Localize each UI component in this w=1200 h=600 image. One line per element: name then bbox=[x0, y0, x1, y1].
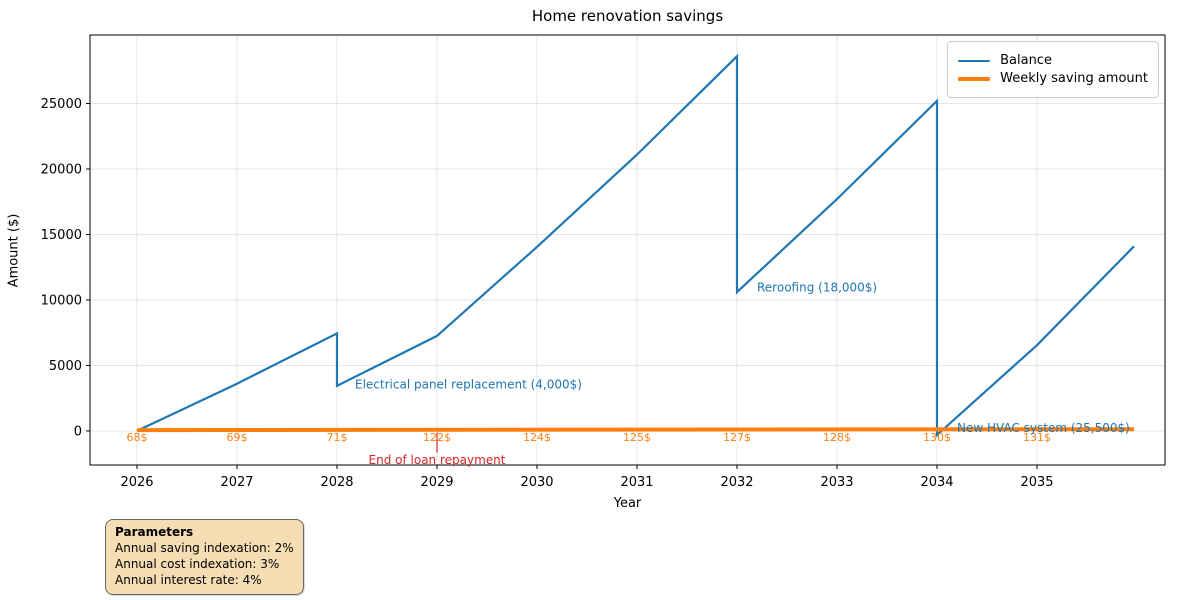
balance-line-sample bbox=[958, 59, 991, 62]
legend-entry-weekly-saving: Weekly saving amount bbox=[958, 71, 1148, 86]
y-axis-label: Amount ($) bbox=[6, 213, 22, 288]
weekly-saving-label: 125$ bbox=[623, 431, 651, 444]
legend: Balance Weekly saving amount bbox=[947, 41, 1159, 98]
weekly-saving-label: 128$ bbox=[823, 431, 851, 444]
x-axis-label: Year bbox=[613, 496, 642, 511]
x-tick-label: 2035 bbox=[1020, 475, 1053, 490]
y-tick-label: 20000 bbox=[41, 162, 82, 177]
legend-entry-balance: Balance bbox=[958, 53, 1148, 68]
parameters-box: Parameters Annual saving indexation: 2% … bbox=[105, 519, 304, 595]
y-tick-label: 10000 bbox=[41, 293, 82, 308]
x-tick-label: 2029 bbox=[420, 475, 453, 490]
parameter-cost-indexation: Annual cost indexation: 3% bbox=[115, 556, 280, 571]
y-tick-label: 0 bbox=[74, 424, 82, 439]
y-tick-label: 15000 bbox=[41, 228, 82, 243]
x-tick-label: 2026 bbox=[120, 475, 153, 490]
weekly-saving-label: 69$ bbox=[227, 431, 248, 444]
plot-border bbox=[89, 34, 1166, 466]
x-tick-label: 2031 bbox=[620, 475, 653, 490]
weekly-saving-label: 127$ bbox=[723, 431, 751, 444]
weekly-saving-amount-line bbox=[136, 427, 1135, 433]
parameters-title: Parameters bbox=[115, 525, 194, 539]
y-tick-label: 25000 bbox=[41, 97, 82, 112]
weekly-saving-label: 68$ bbox=[127, 431, 148, 444]
x-tick-label: 2027 bbox=[220, 475, 253, 490]
x-tick-label: 2030 bbox=[520, 475, 553, 490]
x-tick-label: 2028 bbox=[320, 475, 353, 490]
chart-title: Home renovation savings bbox=[531, 7, 724, 25]
weekly-saving-label: 131$ bbox=[1023, 431, 1051, 444]
legend-label-balance: Balance bbox=[1000, 53, 1052, 68]
weekly-saving-label: 71$ bbox=[327, 431, 348, 444]
weekly-saving-label: 130$ bbox=[923, 431, 951, 444]
annotation-new-hvac: New HVAC system (25,500$) bbox=[957, 421, 1130, 435]
balance-line bbox=[136, 53, 1135, 438]
x-tick-label: 2032 bbox=[720, 475, 753, 490]
annotation-electrical-panel: Electrical panel replacement (4,000$) bbox=[355, 377, 582, 391]
parameter-interest-rate: Annual interest rate: 4% bbox=[115, 572, 262, 587]
annotation-reroofing: Reroofing (18,000$) bbox=[757, 281, 877, 295]
x-tick-label: 2034 bbox=[920, 475, 953, 490]
weekly-saving-label: 124$ bbox=[523, 431, 551, 444]
legend-label-weekly-saving: Weekly saving amount bbox=[1000, 71, 1148, 86]
annotation-end-of-loan: End of loan repayment bbox=[369, 453, 506, 467]
weekly-saving-line-sample bbox=[958, 76, 991, 81]
y-tick-label: 5000 bbox=[49, 359, 82, 374]
x-tick-label: 2033 bbox=[820, 475, 853, 490]
parameter-saving-indexation: Annual saving indexation: 2% bbox=[115, 540, 294, 555]
